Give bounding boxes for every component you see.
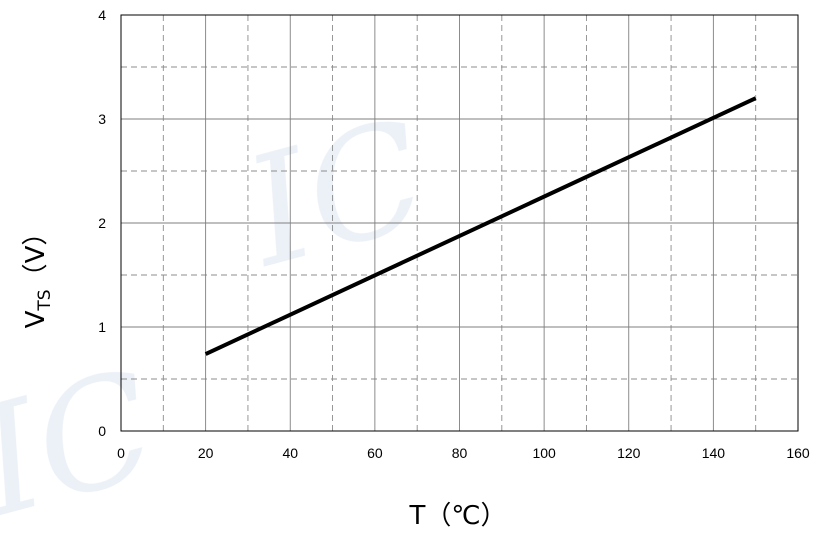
x-tick-label: 80	[452, 445, 468, 461]
plot-frame	[120, 14, 799, 432]
major-grid	[121, 15, 798, 431]
x-tick-label: 20	[198, 445, 214, 461]
y-tick-label: 2	[98, 215, 106, 231]
series-layer	[204, 96, 757, 356]
x-tick-label: 100	[532, 445, 556, 461]
y-tick-label: 4	[98, 7, 106, 23]
x-tick-label: 60	[367, 445, 383, 461]
watermark-logo: IC	[227, 88, 443, 302]
watermark: IC IC	[0, 88, 443, 534]
x-tick-labels: 0 20 40 60 80 100 120 140 160	[117, 445, 810, 461]
x-tick-label: 40	[282, 445, 298, 461]
x-tick-label: 140	[702, 445, 726, 461]
series-line	[204, 96, 757, 356]
y-tick-label: 3	[98, 111, 106, 127]
x-tick-label: 0	[117, 445, 125, 461]
x-tick-label: 120	[617, 445, 641, 461]
y-axis-title-sub: TS	[35, 289, 55, 311]
y-axis-title: VTS（V）	[21, 220, 55, 329]
y-axis-title-main: V	[21, 310, 51, 328]
svg-text:VTS（V）: VTS（V）	[21, 220, 55, 329]
watermark-logo-2: IC	[0, 338, 173, 534]
x-tick-label: 160	[786, 445, 810, 461]
y-tick-label: 0	[98, 423, 106, 439]
x-axis-title: T（℃）	[408, 501, 506, 531]
y-tick-label: 1	[98, 319, 106, 335]
minor-grid	[121, 15, 798, 431]
y-tick-labels: 0 1 2 3 4	[98, 7, 106, 439]
y-axis-title-unit: （V）	[21, 220, 51, 290]
